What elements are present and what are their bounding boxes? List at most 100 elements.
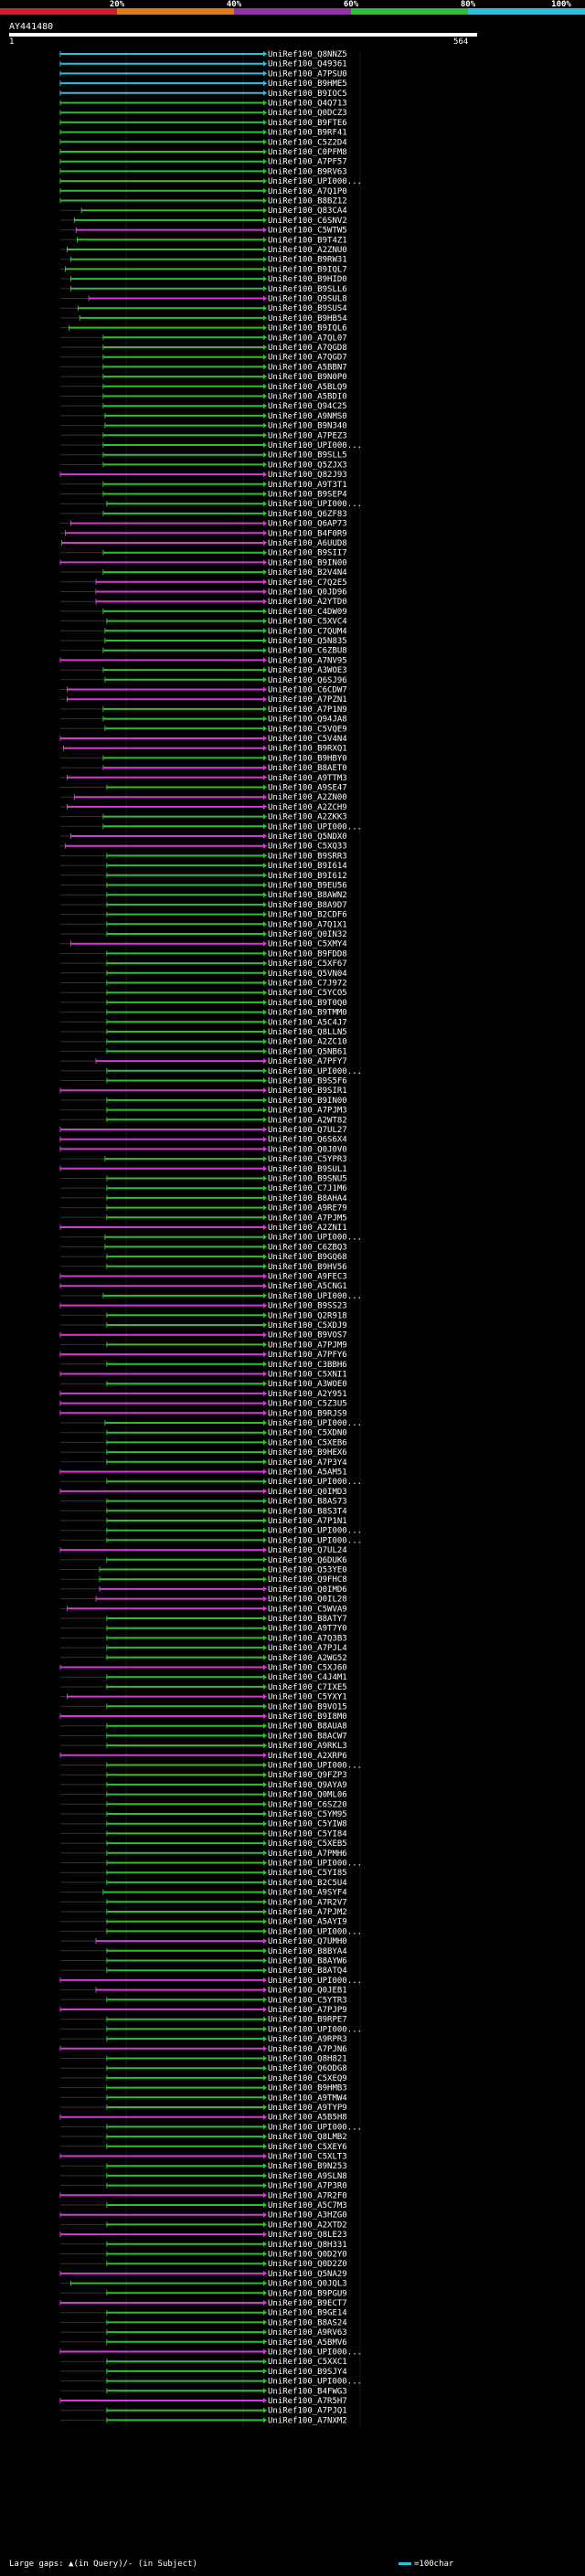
hit-label-83[interactable]: UniRef100_B9I614 [268, 862, 347, 871]
hit-label-110[interactable]: UniRef100_Q7UL27 [268, 1126, 347, 1135]
hit-label-182[interactable]: UniRef100_C5YI84 [268, 1829, 347, 1839]
hit-label-186[interactable]: UniRef100_C5YI85 [268, 1869, 347, 1878]
hit-label-89[interactable]: UniRef100_A7Q1X1 [268, 920, 347, 929]
hit-label-76[interactable]: UniRef100_A2ZN00 [268, 793, 347, 802]
hit-label-223[interactable]: UniRef100_Q8LE23 [268, 2231, 347, 2240]
hit-label-48[interactable]: UniRef100_Q6AP73 [268, 520, 347, 529]
hit-label-141[interactable]: UniRef100_C5XDN0 [268, 1429, 347, 1438]
hit-label-84[interactable]: UniRef100_B9I612 [268, 872, 347, 881]
hit-label-22[interactable]: UniRef100_B9IQL7 [268, 265, 347, 274]
hit-label-212[interactable]: UniRef100_UPI000... [268, 2123, 362, 2132]
hit-label-26[interactable]: UniRef100_B9SUS4 [268, 304, 347, 313]
hit-label-125[interactable]: UniRef100_A9FEC3 [268, 1273, 347, 1282]
hit-label-119[interactable]: UniRef100_A7PJM5 [268, 1214, 347, 1223]
hit-label-20[interactable]: UniRef100_A2ZNU0 [268, 246, 347, 255]
hit-label-237[interactable]: UniRef100_B9SJY4 [268, 2368, 347, 2377]
hit-label-108[interactable]: UniRef100_A7PJM3 [268, 1107, 347, 1116]
hit-label-127[interactable]: UniRef100_UPI000... [268, 1292, 362, 1301]
hit-label-210[interactable]: UniRef100_A9TYP9 [268, 2104, 347, 2113]
hit-label-67[interactable]: UniRef100_A7P1N9 [268, 705, 347, 715]
hit-label-242[interactable]: UniRef100_A7NXM2 [268, 2416, 347, 2425]
hit-label-204[interactable]: UniRef100_A7PJN6 [268, 2045, 347, 2054]
hit-label-165[interactable]: UniRef100_C5XJ60 [268, 1664, 347, 1673]
hit-label-65[interactable]: UniRef100_C6CDW7 [268, 686, 347, 695]
hit-label-142[interactable]: UniRef100_C5XEB6 [268, 1438, 347, 1447]
hit-label-54[interactable]: UniRef100_C7Q2E5 [268, 578, 347, 588]
hit-label-163[interactable]: UniRef100_A7PJL4 [268, 1644, 347, 1653]
hit-label-107[interactable]: UniRef100_B9IN00 [268, 1097, 347, 1106]
hit-label-222[interactable]: UniRef100_A2XTD2 [268, 2221, 347, 2230]
hit-label-132[interactable]: UniRef100_A7PJM9 [268, 1341, 347, 1350]
hit-label-232[interactable]: UniRef100_B8AS24 [268, 2318, 347, 2327]
hit-label-188[interactable]: UniRef100_A9SYF4 [268, 1889, 347, 1898]
hit-label-85[interactable]: UniRef100_B9EU56 [268, 882, 347, 891]
hit-label-95[interactable]: UniRef100_C7J972 [268, 980, 347, 989]
hit-label-41[interactable]: UniRef100_B9SLL5 [268, 451, 347, 461]
hit-label-93[interactable]: UniRef100_C5XF67 [268, 959, 347, 969]
hit-label-69[interactable]: UniRef100_C5VQE9 [268, 725, 347, 734]
hit-label-145[interactable]: UniRef100_A5AM51 [268, 1468, 347, 1478]
hit-label-184[interactable]: UniRef100_A7PMH6 [268, 1850, 347, 1859]
hit-label-144[interactable]: UniRef100_A7P3Y4 [268, 1458, 347, 1468]
hit-label-155[interactable]: UniRef100_Q53YE0 [268, 1566, 347, 1575]
hit-label-140[interactable]: UniRef100_UPI000... [268, 1419, 362, 1428]
hit-label-174[interactable]: UniRef100_A2XRP6 [268, 1752, 347, 1761]
hit-label-185[interactable]: UniRef100_UPI000... [268, 1860, 362, 1869]
hit-label-87[interactable]: UniRef100_B8A9D7 [268, 901, 347, 910]
hit-label-168[interactable]: UniRef100_C5YXY1 [268, 1693, 347, 1702]
hit-label-102[interactable]: UniRef100_Q5NB61 [268, 1047, 347, 1056]
hit-label-29[interactable]: UniRef100_A7QL07 [268, 334, 347, 343]
hit-label-197[interactable]: UniRef100_UPI000... [268, 1977, 362, 1986]
hit-label-60[interactable]: UniRef100_Q5N835 [268, 637, 347, 646]
hit-label-201[interactable]: UniRef100_B9RPE7 [268, 2016, 347, 2025]
hit-label-94[interactable]: UniRef100_Q5VN04 [268, 970, 347, 979]
hit-label-122[interactable]: UniRef100_C6ZBQ3 [268, 1243, 347, 1252]
hit-label-173[interactable]: UniRef100_A9RKL3 [268, 1742, 347, 1751]
hit-label-160[interactable]: UniRef100_B8ATY7 [268, 1615, 347, 1624]
hit-label-156[interactable]: UniRef100_Q9FHC8 [268, 1575, 347, 1585]
hit-label-63[interactable]: UniRef100_A3WOE3 [268, 666, 347, 675]
hit-label-73[interactable]: UniRef100_B8AET0 [268, 764, 347, 773]
hit-label-80[interactable]: UniRef100_Q5NDX0 [268, 832, 347, 842]
hit-label-56[interactable]: UniRef100_A2YTD0 [268, 598, 347, 607]
hit-label-176[interactable]: UniRef100_Q9FZP3 [268, 1771, 347, 1780]
hit-label-72[interactable]: UniRef100_B9HBY0 [268, 754, 347, 763]
hit-label-3[interactable]: UniRef100_B9HME5 [268, 80, 347, 89]
hit-label-151[interactable]: UniRef100_UPI000... [268, 1527, 362, 1536]
hit-label-23[interactable]: UniRef100_B9HID0 [268, 275, 347, 284]
hit-label-31[interactable]: UniRef100_A7QGD7 [268, 354, 347, 363]
hit-label-153[interactable]: UniRef100_Q7UL24 [268, 1546, 347, 1555]
hit-label-152[interactable]: UniRef100_UPI000... [268, 1536, 362, 1545]
hit-label-236[interactable]: UniRef100_C5XXC1 [268, 2358, 347, 2367]
hit-label-234[interactable]: UniRef100_A5BMV6 [268, 2338, 347, 2348]
hit-label-57[interactable]: UniRef100_C4DW09 [268, 608, 347, 617]
hit-label-118[interactable]: UniRef100_A9RE79 [268, 1204, 347, 1214]
hit-label-241[interactable]: UniRef100_A7PJQ1 [268, 2407, 347, 2416]
hit-label-13[interactable]: UniRef100_UPI000... [268, 177, 362, 186]
hit-label-170[interactable]: UniRef100_B9I8M0 [268, 1712, 347, 1722]
hit-label-196[interactable]: UniRef100_B8ATQ4 [268, 1966, 347, 1976]
hit-label-28[interactable]: UniRef100_B9IQL6 [268, 324, 347, 334]
hit-label-106[interactable]: UniRef100_B9SIR1 [268, 1087, 347, 1096]
hit-label-214[interactable]: UniRef100_C5XEY6 [268, 2143, 347, 2152]
hit-label-49[interactable]: UniRef100_B4F0R9 [268, 529, 347, 538]
hit-label-111[interactable]: UniRef100_Q6S6X4 [268, 1136, 347, 1145]
hit-label-7[interactable]: UniRef100_B9FTE6 [268, 119, 347, 128]
hit-label-220[interactable]: UniRef100_A5C7M3 [268, 2201, 347, 2210]
hit-label-46[interactable]: UniRef100_UPI000... [268, 500, 362, 509]
hit-label-194[interactable]: UniRef100_B8BYA4 [268, 1947, 347, 1956]
hit-label-50[interactable]: UniRef100_A6UUD8 [268, 539, 347, 548]
hit-label-103[interactable]: UniRef100_A7PFY7 [268, 1057, 347, 1066]
hit-label-86[interactable]: UniRef100_B8AWN2 [268, 891, 347, 900]
hit-label-19[interactable]: UniRef100_B9T4Z1 [268, 236, 347, 245]
hit-label-206[interactable]: UniRef100_Q6ODG8 [268, 2064, 347, 2073]
hit-label-199[interactable]: UniRef100_C5YTR3 [268, 1996, 347, 2005]
hit-label-55[interactable]: UniRef100_Q0JD96 [268, 588, 347, 598]
hit-label-64[interactable]: UniRef100_Q6SJ96 [268, 676, 347, 685]
hit-label-148[interactable]: UniRef100_B8AS73 [268, 1498, 347, 1507]
hit-label-24[interactable]: UniRef100_B9SLL6 [268, 285, 347, 294]
hit-label-16[interactable]: UniRef100_Q83CA4 [268, 207, 347, 216]
hit-label-167[interactable]: UniRef100_C7IXE5 [268, 1683, 347, 1692]
hit-label-192[interactable]: UniRef100_UPI000... [268, 1927, 362, 1936]
hit-label-225[interactable]: UniRef100_Q0D2Y0 [268, 2251, 347, 2260]
